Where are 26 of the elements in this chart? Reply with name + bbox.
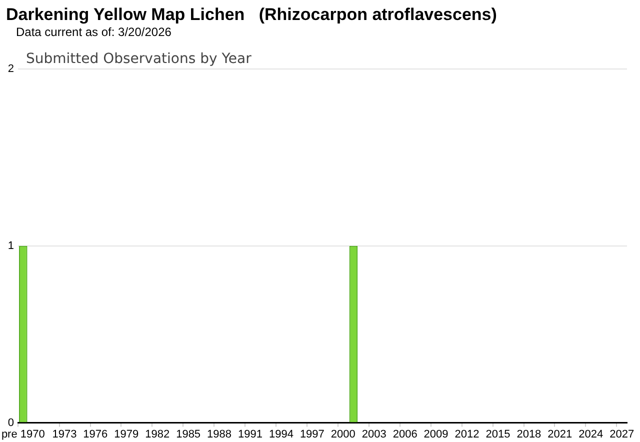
- x-tick-label: 2021: [548, 428, 572, 440]
- x-tick-label: 1985: [176, 428, 201, 440]
- x-tick-label: pre 1970: [1, 428, 45, 440]
- x-tick-label: 2015: [486, 428, 510, 440]
- y-tick-label: 2: [8, 63, 14, 76]
- x-tick-label: 1982: [145, 428, 170, 440]
- x-tick-label: 2006: [392, 428, 418, 440]
- x-tick-label: 2000: [330, 428, 356, 440]
- text: Submitted Observations by Year: [26, 51, 252, 67]
- x-tick-label: 1997: [300, 428, 324, 440]
- x-tick-label: 1991: [238, 428, 262, 440]
- x-tick-label: 1994: [268, 428, 294, 440]
- x-tick-label: 2009: [424, 428, 448, 440]
- x-tick-label: 2027: [610, 428, 634, 440]
- y-tick-label: 1: [8, 240, 14, 252]
- x-tick-label: 2003: [362, 428, 386, 440]
- x-tick-label: 2012: [454, 428, 480, 440]
- chart-title: Darkening Yellow Map Lichen (Rhizocarpon atroflavescens): [6, 5, 497, 25]
- x-tick-label: 1979: [114, 428, 139, 440]
- x-tick-label: 2024: [578, 428, 604, 440]
- x-tick-label: 1988: [207, 428, 232, 440]
- y-tick-label: 0: [8, 416, 14, 429]
- chart-subtitle: Data current as of: 3/20/2026: [16, 25, 172, 39]
- x-tick-label: 2018: [516, 428, 542, 440]
- x-tick-label: 1976: [83, 428, 108, 440]
- x-tick-label: 1973: [52, 428, 77, 440]
